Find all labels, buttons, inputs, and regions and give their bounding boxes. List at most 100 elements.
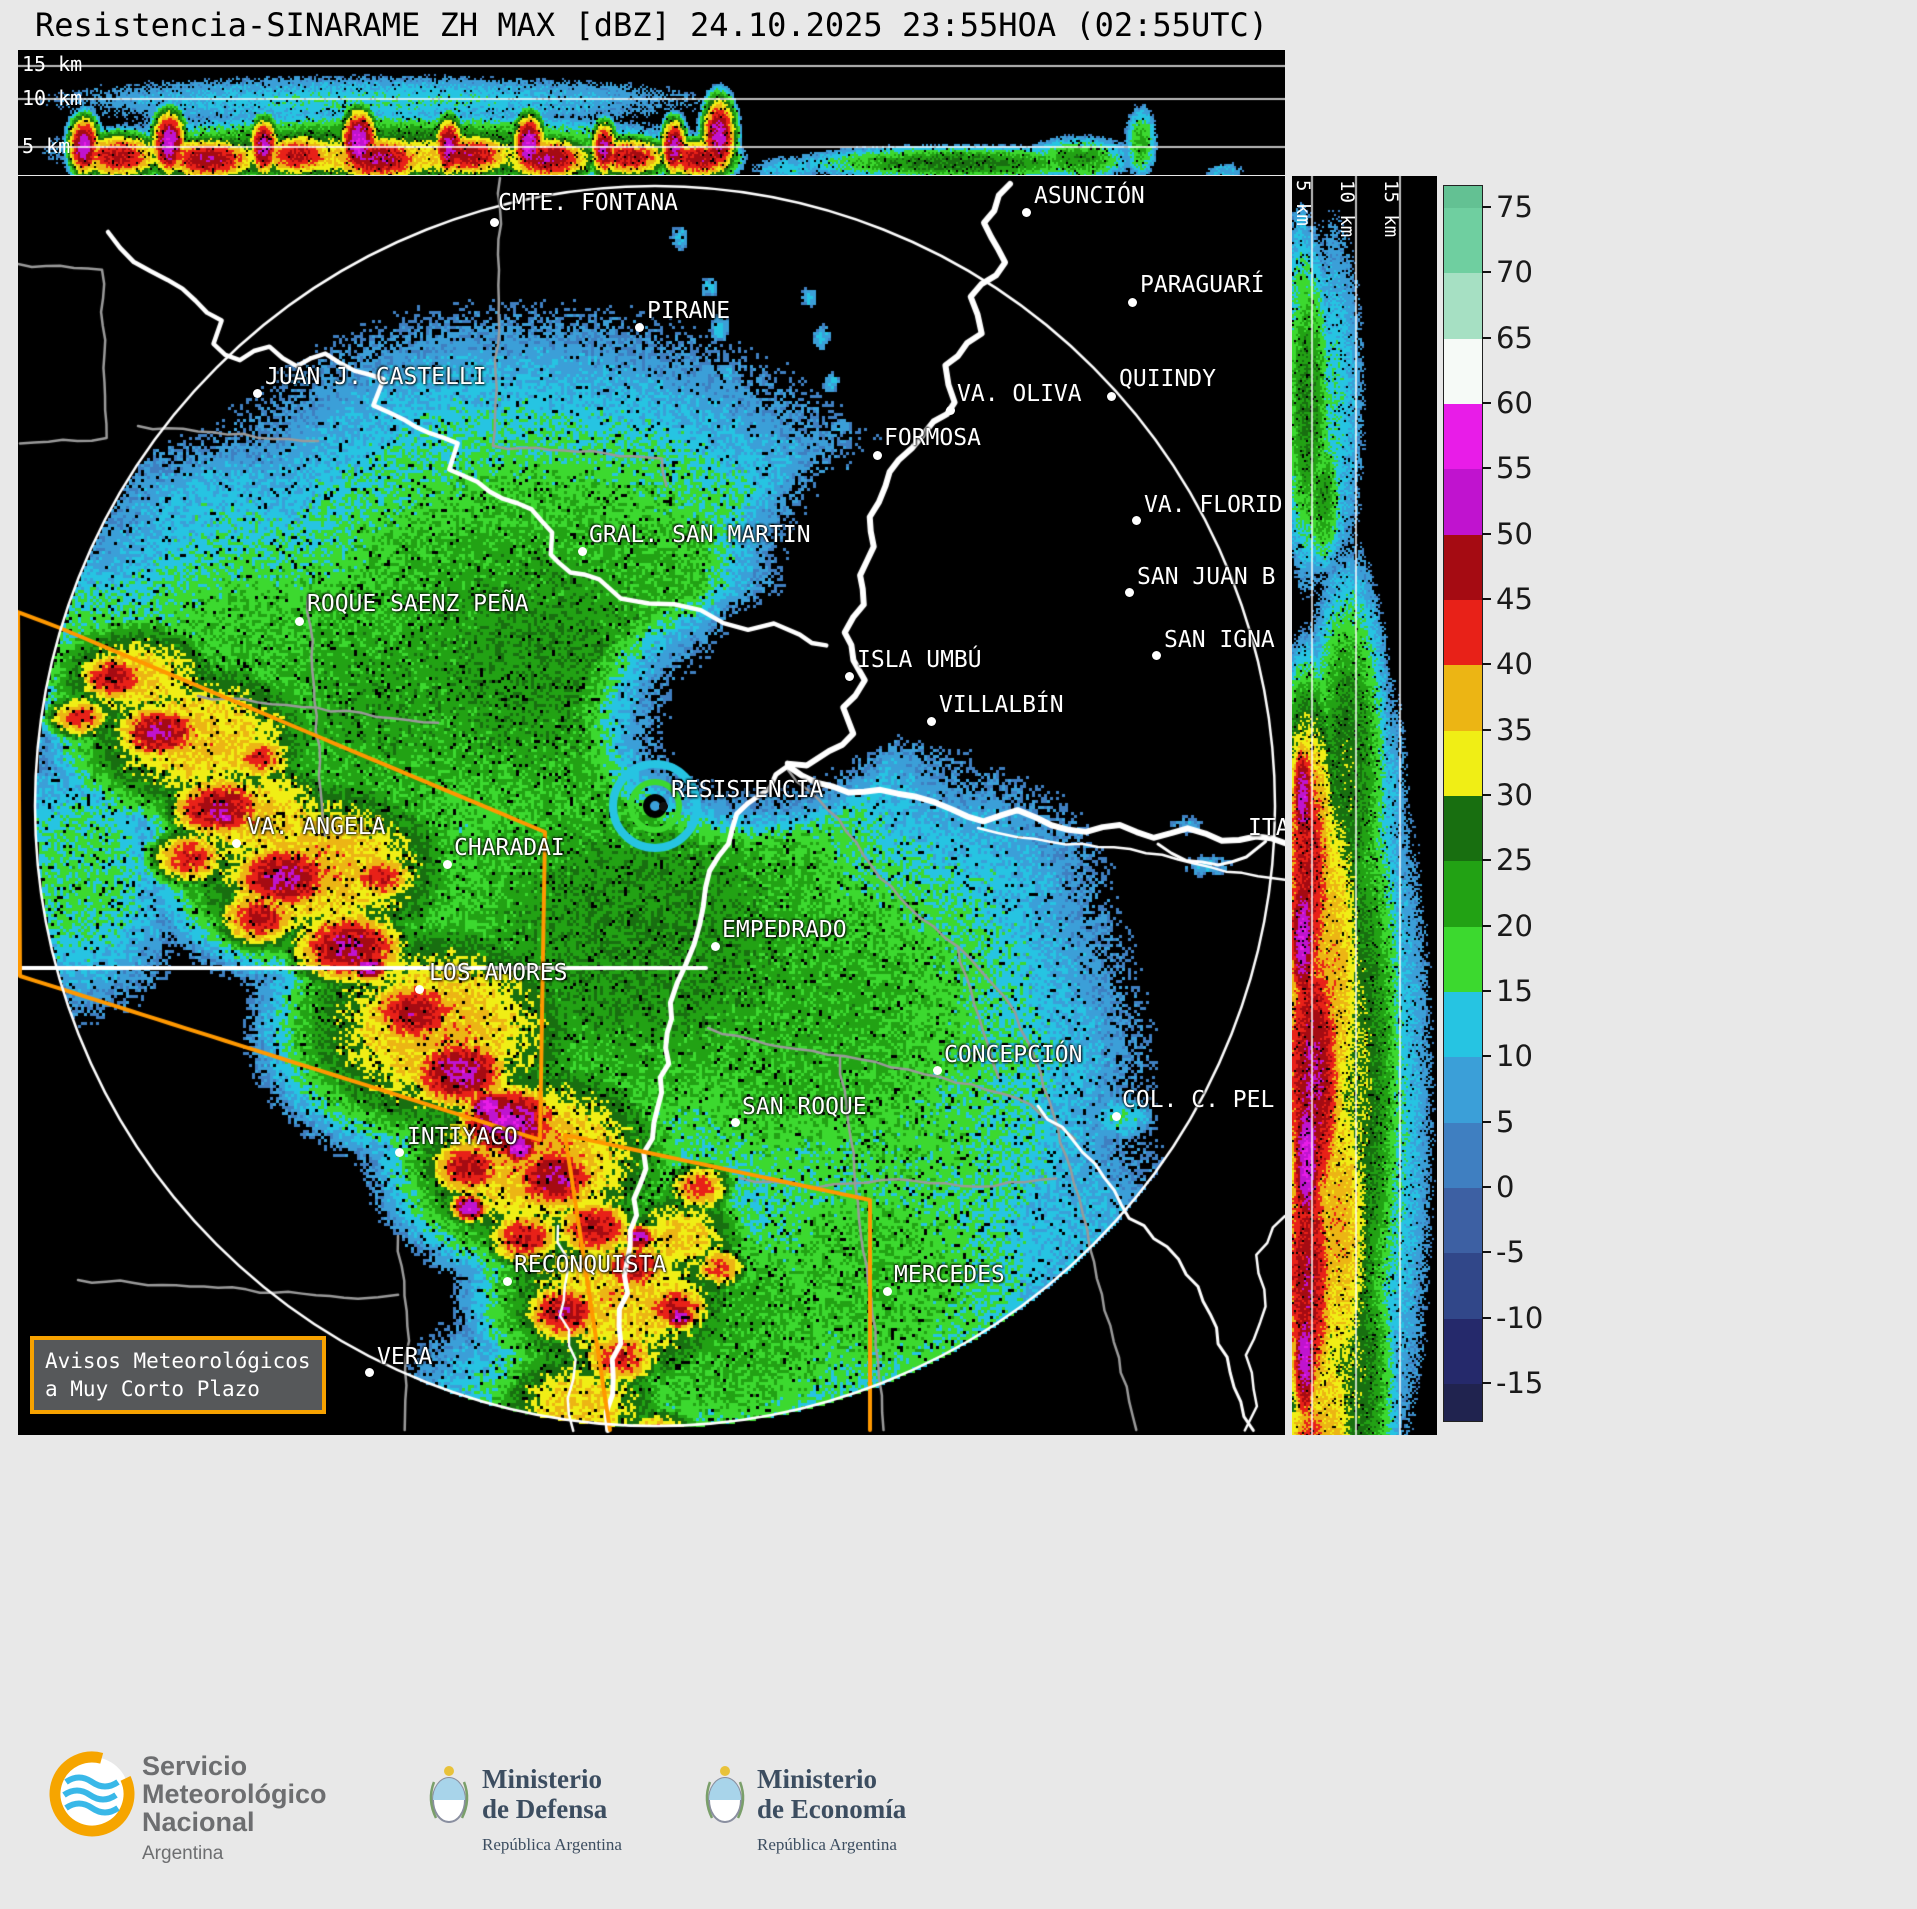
colorbar-tick-label: 50 <box>1496 516 1533 551</box>
city-label: ITA <box>1248 815 1285 841</box>
city-label: ROQUE SAENZ PEÑA <box>307 591 529 617</box>
product-title: Resistencia-SINARAME ZH MAX [dBZ] 24.10.… <box>35 6 1268 44</box>
altitude-label-15km: 15 km <box>22 52 83 76</box>
city-marker <box>659 802 668 811</box>
altitude-label-right-5km: 5 km <box>1292 180 1314 226</box>
colorbar-tick <box>1482 467 1491 470</box>
city-marker <box>946 406 955 415</box>
colorbar-tick <box>1482 271 1491 274</box>
city-label: PARAGUARÍ <box>1140 272 1265 298</box>
city-label: FORMOSA <box>884 425 981 451</box>
economia-line2: de Economía <box>757 1794 907 1824</box>
colorbar-segment <box>1444 1187 1482 1254</box>
city-marker <box>845 672 854 681</box>
main-radar-canvas <box>18 176 1285 1435</box>
defensa-line3: República Argentina <box>482 1835 622 1854</box>
defensa-line2: de Defensa <box>482 1794 608 1824</box>
colorbar-tick <box>1482 1055 1491 1058</box>
altitude-label-right-15km: 15 km <box>1380 180 1402 238</box>
city-marker <box>253 389 262 398</box>
colorbar-tick <box>1482 1381 1491 1384</box>
city-label: VA. OLIVA <box>957 381 1082 407</box>
economia-line3: República Argentina <box>757 1835 897 1854</box>
smn-line4: Argentina <box>142 1843 224 1864</box>
colorbar-segment <box>1444 208 1482 274</box>
city-marker <box>927 717 936 726</box>
city-marker <box>232 839 241 848</box>
defensa-coat-of-arms-icon <box>429 1766 469 1823</box>
city-marker <box>883 1287 892 1296</box>
warning-box-line2: a Muy Corto Plazo <box>45 1377 260 1401</box>
economia-line1: Ministerio <box>757 1764 877 1794</box>
colorbar-segment <box>1444 1122 1482 1188</box>
right-cross-section-canvas <box>1292 176 1437 1435</box>
smn-wordmark: Servicio Meteorológico Nacional Argentin… <box>142 1752 327 1868</box>
city-label: CONCEPCIÓN <box>944 1042 1083 1068</box>
defensa-line1: Ministerio <box>482 1764 602 1794</box>
ministerio-economia-wordmark: Ministerio de Economía República Argenti… <box>757 1764 906 1860</box>
city-label: QUIINDY <box>1119 366 1216 392</box>
city-marker <box>1107 392 1116 401</box>
colorbar-segment <box>1444 1383 1482 1421</box>
smn-line3: Nacional <box>142 1807 255 1837</box>
top-cross-section-panel: 15 km 10 km 5 km <box>18 50 1285 175</box>
colorbar-tick-label: 40 <box>1496 647 1533 682</box>
altitude-label-10km: 10 km <box>22 86 83 110</box>
city-label: MERCEDES <box>894 1262 1005 1288</box>
colorbar-segment <box>1444 1318 1482 1384</box>
ministerio-defensa-wordmark: Ministerio de Defensa República Argentin… <box>482 1764 622 1860</box>
city-label: JUAN J. CASTELLI <box>265 364 487 390</box>
dbz-colorbar <box>1443 185 1483 1422</box>
city-label: SAN ROQUE <box>742 1094 867 1120</box>
city-label: COL. C. PEL <box>1122 1087 1275 1113</box>
colorbar-tick <box>1482 336 1491 339</box>
city-marker <box>490 218 499 227</box>
colorbar-tick-label: -5 <box>1496 1235 1525 1270</box>
colorbar-segment <box>1444 1253 1482 1319</box>
warning-box-line1: Avisos Meteorológicos <box>45 1349 311 1373</box>
city-label: INTIYACO <box>407 1124 518 1150</box>
colorbar-tick <box>1482 1316 1491 1319</box>
colorbar-segment <box>1444 665 1482 731</box>
city-label: PIRANE <box>647 298 731 324</box>
city-label: GRAL. SAN MARTIN <box>589 522 811 548</box>
city-label: RESISTENCIA <box>671 777 824 803</box>
city-label: VA. ANGELA <box>247 814 386 840</box>
colorbar-tick <box>1482 401 1491 404</box>
colorbar-segment <box>1444 534 1482 600</box>
city-marker <box>711 942 720 951</box>
city-label: VA. FLORID <box>1144 492 1283 518</box>
city-marker <box>933 1066 942 1075</box>
city-label: CMTE. FONTANA <box>498 190 679 216</box>
city-marker <box>1128 298 1137 307</box>
city-marker <box>443 860 452 869</box>
altitude-label-5km: 5 km <box>22 134 71 158</box>
colorbar-tick-label: 25 <box>1496 843 1533 878</box>
colorbar-tick-label: 20 <box>1496 908 1533 943</box>
colorbar-tick <box>1482 1120 1491 1123</box>
economia-coat-of-arms-icon <box>705 1766 745 1823</box>
city-label: SAN JUAN B <box>1137 564 1276 590</box>
main-radar-panel: CMTE. FONTANA ASUNCIÓN PIRANE PARAGUARÍ JUAN… <box>18 176 1285 1435</box>
colorbar-tick <box>1482 728 1491 731</box>
city-label: ASUNCIÓN <box>1034 183 1145 209</box>
city-marker <box>578 547 587 556</box>
city-marker <box>1112 1112 1121 1121</box>
colorbar-tick <box>1482 1251 1491 1254</box>
city-marker <box>415 985 424 994</box>
smn-line2: Meteorológico <box>142 1779 327 1809</box>
colorbar-tick-label: 65 <box>1496 320 1533 355</box>
colorbar-segment <box>1444 1057 1482 1123</box>
colorbar-tick-label: 15 <box>1496 973 1533 1008</box>
city-marker <box>503 1277 512 1286</box>
city-label: VILLALBÍN <box>939 692 1064 718</box>
city-label: EMPEDRADO <box>722 917 847 943</box>
colorbar-tick <box>1482 793 1491 796</box>
colorbar-tick-label: 0 <box>1496 1169 1515 1204</box>
city-marker <box>1022 208 1031 217</box>
colorbar-tick-label: 5 <box>1496 1104 1515 1139</box>
city-label: ISLA UMBÚ <box>857 647 982 673</box>
city-marker <box>395 1148 404 1157</box>
colorbar-tick-label: -15 <box>1496 1365 1544 1400</box>
colorbar-tick <box>1482 989 1491 992</box>
